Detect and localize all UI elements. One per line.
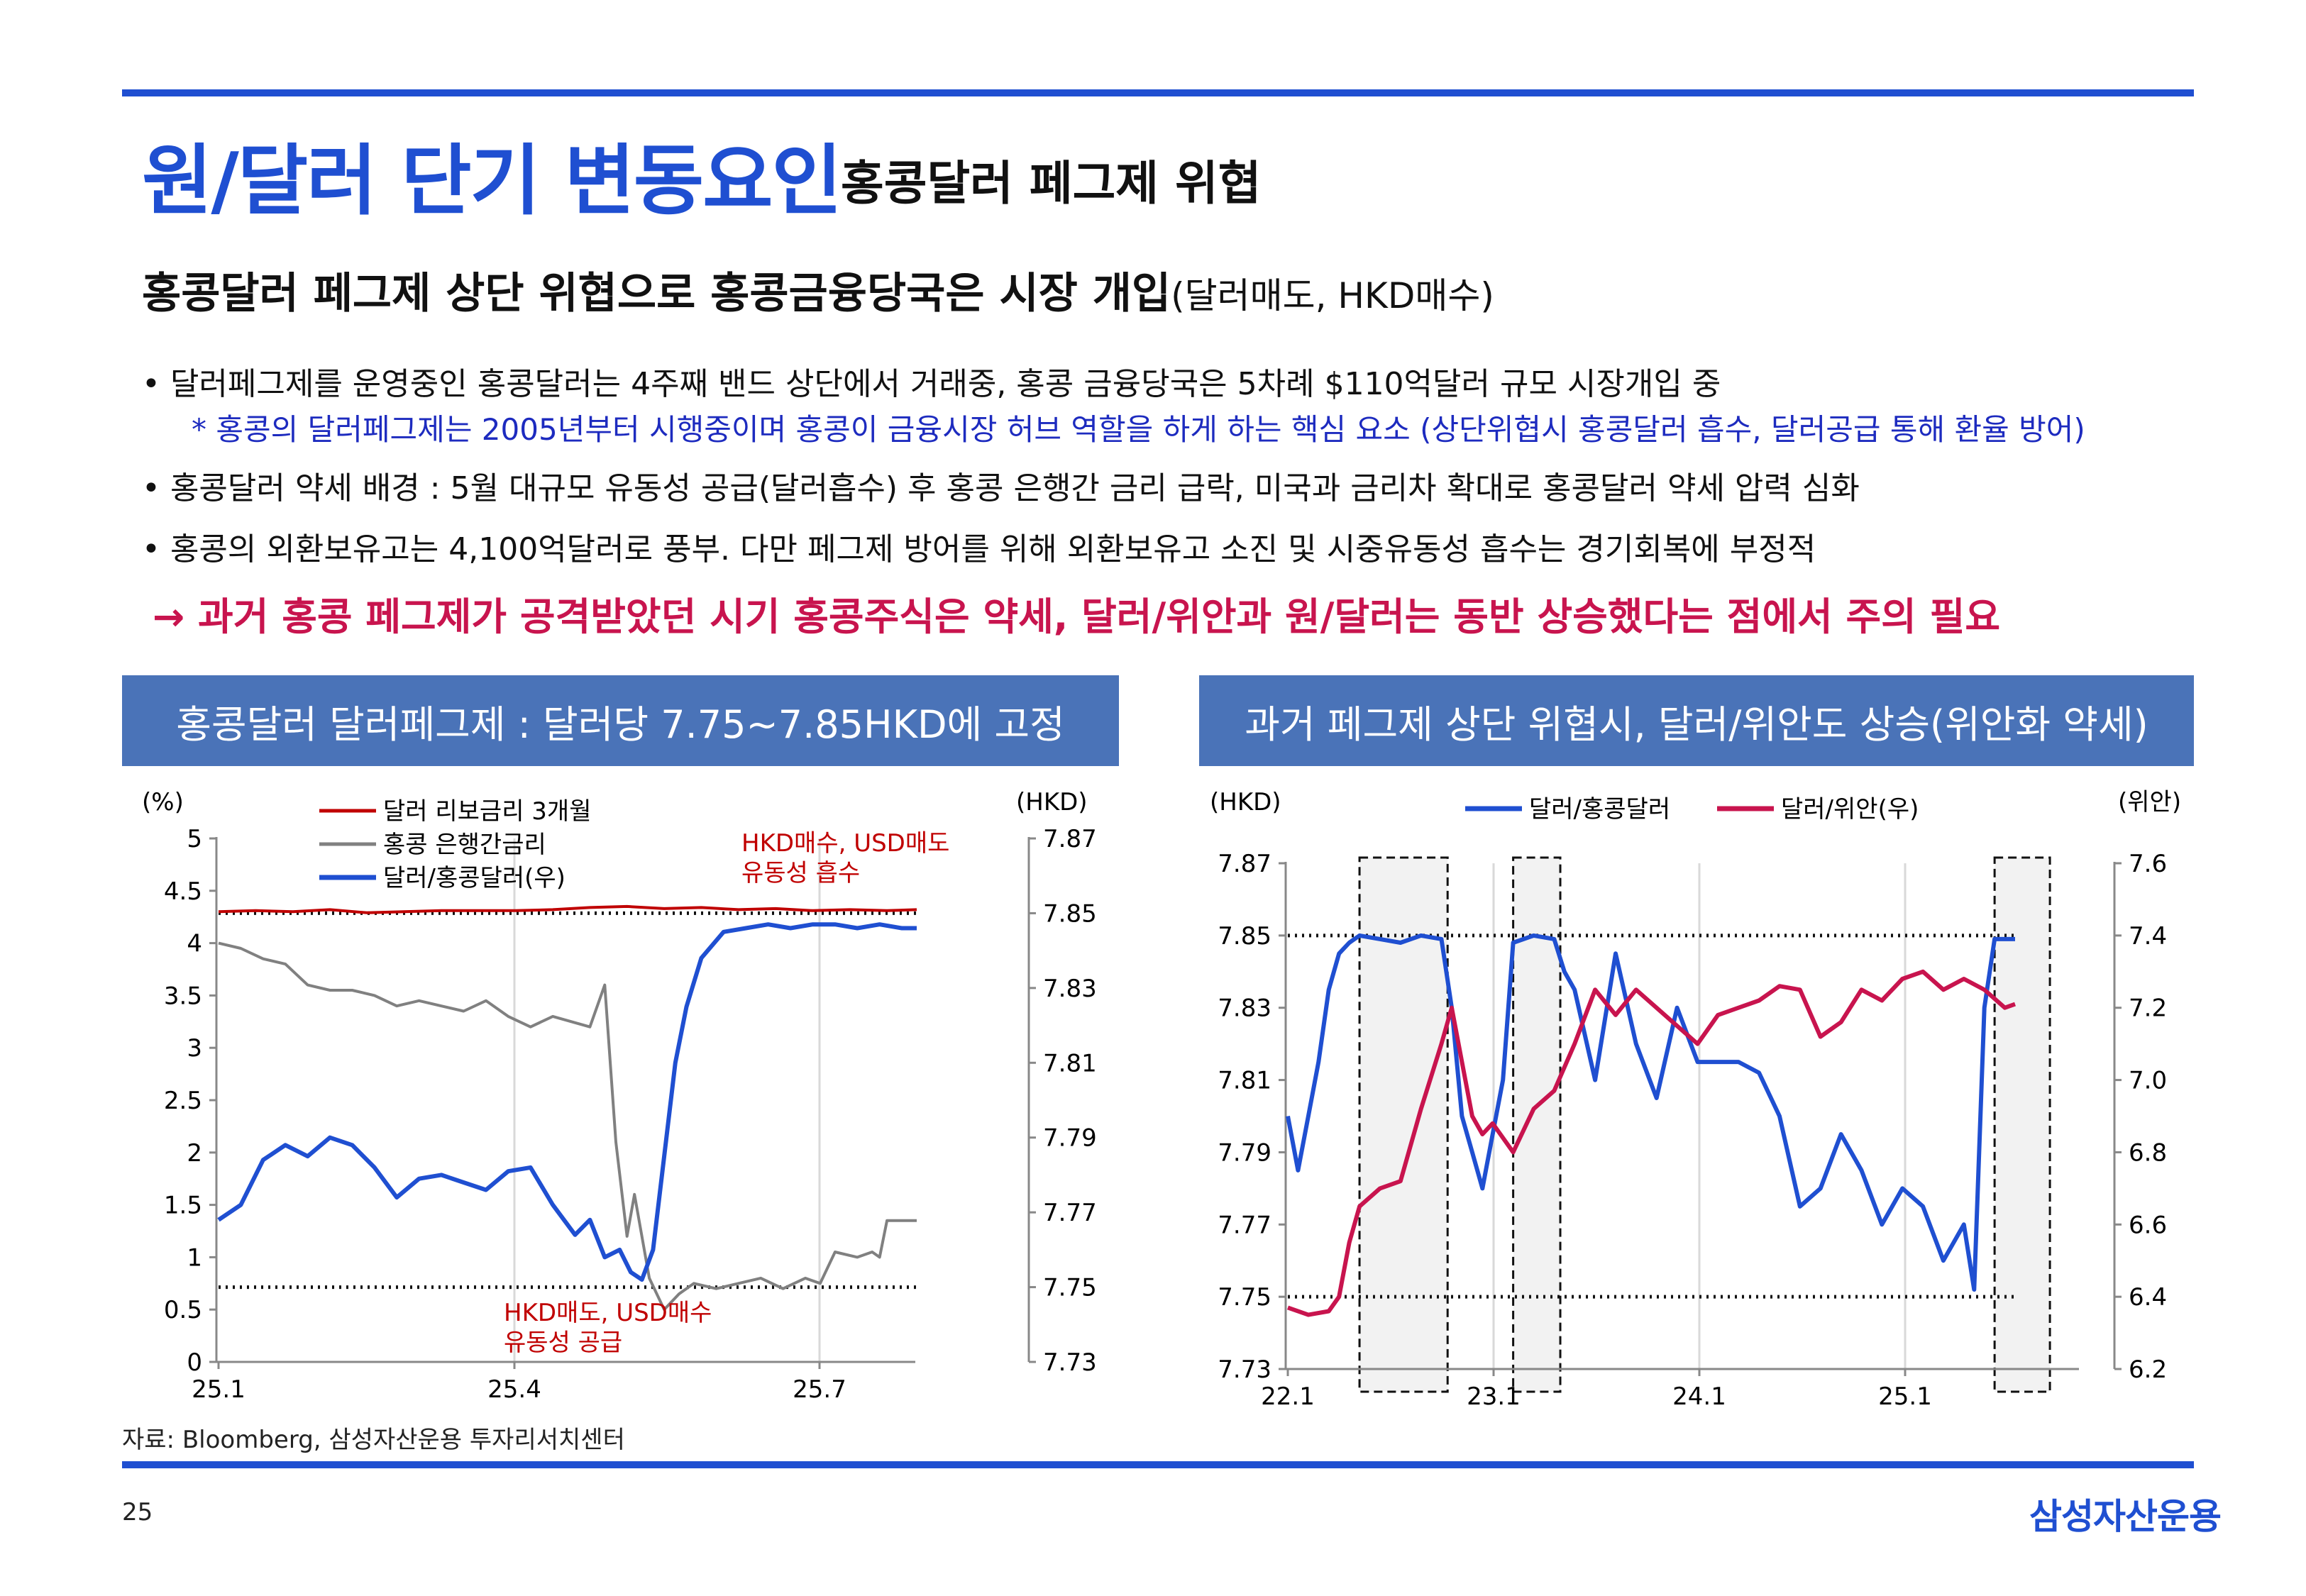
y-right-tick-label: 6.6 xyxy=(2129,1211,2167,1239)
annotation-liquidity-supply: 유동성 공급 xyxy=(504,1329,622,1357)
company-logo: 삼성자산운용 xyxy=(2029,1496,2222,1537)
y-left-tick-label: 3 xyxy=(187,1034,202,1063)
y-right-tick-label: 7.79 xyxy=(1043,1124,1097,1153)
series-line-2 xyxy=(1287,969,2017,1317)
bottom-rule xyxy=(122,1461,2194,1468)
right-chart-title: 과거 페그제 상단 위협시, 달러/위안도 상승(위안화 약세) xyxy=(1199,675,2194,766)
y-left-tick-label: 1 xyxy=(187,1243,202,1272)
y-left-tick-label: 0 xyxy=(187,1348,202,1377)
y-left-tick-label: 0.5 xyxy=(164,1296,202,1324)
y-right-tick-label: 7.77 xyxy=(1043,1199,1097,1227)
x-tick-label: 24.1 xyxy=(1672,1382,1726,1411)
highlight-period-3 xyxy=(1993,856,2051,1393)
y-right-tick-label: 7.73 xyxy=(1043,1348,1097,1377)
series-line-3 xyxy=(217,922,917,1282)
headline-main: 홍콩달러 페그제 상단 위협으로 홍콩금융당국은 시장 개입 xyxy=(142,269,1171,318)
y-right-tick-label: 6.2 xyxy=(2129,1356,2167,1384)
bullet-3: • 홍콩의 외환보유고는 4,100억달러로 풍부. 다만 페그제 방어를 위해… xyxy=(142,531,1816,567)
legend-label-usdhkd-2: 달러/홍콩달러 xyxy=(1529,795,1670,824)
legend-label-hibor: 홍콩 은행간금리 xyxy=(383,831,546,859)
left-chart: 25.1 25.4 25.7 0 0.5 1 1.5 2 2.5 3 3.5 4 4.5 5 7.73 7.7… xyxy=(142,788,1097,1404)
y-left-tick-label: 5 xyxy=(187,825,202,853)
left-chart-title: 홍콩달러 달러페그제 : 달러당 7.75~7.85HKD에 고정 xyxy=(122,675,1119,766)
annotation-hkd-buy: HKD매수, USD매도 xyxy=(741,829,949,858)
y-left-tick-label: 2 xyxy=(187,1139,202,1168)
right-chart-right-unit: (위안) xyxy=(2118,788,2181,816)
y-right-tick-label: 7.6 xyxy=(2129,850,2167,878)
y-left-tick-label: 7.79 xyxy=(1218,1138,1271,1167)
y-left-tick-label: 7.85 xyxy=(1218,922,1271,951)
headline-paren: (달러매도, HKD매수) xyxy=(1171,275,1494,316)
y-right-tick-label: 7.4 xyxy=(2129,922,2167,951)
y-left-tick-label: 3.5 xyxy=(164,982,202,1010)
source-note: 자료: Bloomberg, 삼성자산운용 투자리서치센터 xyxy=(122,1426,625,1454)
annotation-liquidity-absorb: 유동성 흡수 xyxy=(741,859,860,887)
y-right-tick-label: 7.81 xyxy=(1043,1049,1097,1077)
y-left-tick-label: 2.5 xyxy=(164,1087,202,1115)
legend-label-usdcny: 달러/위안(우) xyxy=(1781,795,1919,824)
y-left-tick-label: 1.5 xyxy=(164,1192,202,1220)
highlight-period-2 xyxy=(1512,856,1562,1393)
bullet-1: • 달러페그제를 운영중인 홍콩달러는 4주째 밴드 상단에서 거래중, 홍콩 … xyxy=(142,366,1721,402)
headline: 홍콩달러 페그제 상단 위협으로 홍콩금융당국은 시장 개입(달러매도, HKD… xyxy=(142,259,1494,321)
y-left-tick-label: 4.5 xyxy=(164,877,202,906)
y-right-tick-label: 7.87 xyxy=(1043,825,1097,853)
top-rule xyxy=(122,89,2194,96)
x-tick-label: 25.1 xyxy=(1878,1382,1932,1411)
conclusion: → 과거 홍콩 페그제가 공격받았던 시기 홍콩주식은 약세, 달러/위안과 원… xyxy=(153,594,2000,639)
y-left-tick-label: 7.83 xyxy=(1218,994,1271,1023)
series-line-1 xyxy=(1286,933,2015,1292)
y-right-tick-label: 7.75 xyxy=(1043,1274,1097,1302)
x-tick-label: 25.7 xyxy=(793,1375,846,1404)
highlight-period-1 xyxy=(1358,856,1449,1393)
y-left-tick-label: 4 xyxy=(187,930,202,958)
y-right-tick-label: 6.4 xyxy=(2129,1283,2167,1312)
y-left-tick-label: 7.81 xyxy=(1218,1067,1271,1095)
right-axis-unit: (HKD) xyxy=(1016,788,1088,816)
page-subtitle: 홍콩달러 페그제 위협 xyxy=(841,156,1262,211)
bullet-note: * 홍콩의 달러페그제는 2005년부터 시행중이며 홍콩이 금융시장 허브 역… xyxy=(192,412,2085,447)
page-title: 원/달러 단기 변동요인 xyxy=(142,137,842,226)
x-tick-label: 25.1 xyxy=(192,1375,246,1404)
x-tick-label: 25.4 xyxy=(487,1375,541,1404)
y-right-tick-label: 7.0 xyxy=(2129,1067,2167,1095)
left-axis-unit: (%) xyxy=(142,788,184,816)
series-line-2 xyxy=(218,941,917,1312)
y-right-tick-label: 7.85 xyxy=(1043,899,1097,928)
y-right-tick-label: 7.2 xyxy=(2129,994,2167,1023)
y-right-tick-label: 7.83 xyxy=(1043,975,1097,1003)
right-chart: 22.1 23.1 24.1 25.1 7.73 7.75 7.77 7.79 7.81 7.83… xyxy=(1210,788,2181,1411)
page-number: 25 xyxy=(122,1498,153,1526)
y-left-tick-label: 7.77 xyxy=(1218,1211,1271,1239)
x-tick-label: 23.1 xyxy=(1467,1382,1521,1411)
y-left-tick-label: 7.87 xyxy=(1218,850,1271,878)
y-left-tick-label: 7.75 xyxy=(1218,1283,1271,1312)
annotation-hkd-sell: HKD매도, USD매수 xyxy=(504,1299,712,1327)
right-chart-left-unit: (HKD) xyxy=(1210,788,1281,816)
bullet-2: • 홍콩달러 약세 배경 : 5월 대규모 유동성 공급(달러흡수) 후 홍콩 … xyxy=(142,470,1860,506)
x-tick-label: 22.1 xyxy=(1261,1382,1315,1411)
legend-label-usdhkd: 달러/홍콩달러(우) xyxy=(383,864,566,892)
legend-label-libor: 달러 리보금리 3개월 xyxy=(383,797,592,826)
y-left-tick-label: 7.73 xyxy=(1218,1356,1271,1384)
y-right-tick-label: 6.8 xyxy=(2129,1138,2167,1167)
series-line-1 xyxy=(218,904,917,914)
